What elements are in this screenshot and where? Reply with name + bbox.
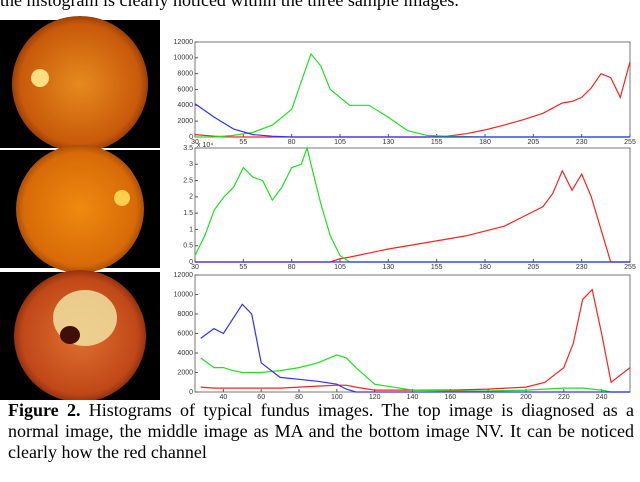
x-tick-label: 205 <box>527 139 539 146</box>
x-tick-label: 230 <box>576 139 588 146</box>
fundus <box>12 16 148 152</box>
x-tick-label: 220 <box>558 394 570 400</box>
x-tick-label: 155 <box>431 264 443 271</box>
series-line <box>200 354 630 393</box>
x-tick-label: 180 <box>479 139 491 146</box>
y-tick-label: 3 <box>189 161 193 168</box>
y-tick-label: 12000 <box>174 272 194 279</box>
x-tick-label: 140 <box>407 394 419 400</box>
x-tick-label: 80 <box>288 139 296 146</box>
series-line <box>200 303 630 393</box>
caption-label: Figure 2. <box>8 400 81 420</box>
y-tick-label: 1.5 <box>183 210 193 217</box>
y-tick-label: 3.5 <box>183 145 193 152</box>
series-line <box>195 169 630 263</box>
y-tick-label: 0 <box>189 134 193 141</box>
y-tick-label: 10000 <box>174 55 194 62</box>
top-text: the histogram is clearly noticed within … <box>0 0 459 10</box>
y-tick-label: 1 <box>189 226 193 233</box>
y-tick-label: 2 <box>189 194 193 201</box>
y-tick-label: 4000 <box>177 350 193 357</box>
x-tick-label: 130 <box>382 264 394 271</box>
x-tick-label: 55 <box>239 264 247 271</box>
y-tick-label: 8000 <box>177 311 193 318</box>
y-tick-label: 0 <box>189 259 193 266</box>
x-tick-label: 80 <box>288 264 296 271</box>
x-tick-label: 105 <box>334 264 346 271</box>
y-tick-label: 0 <box>189 389 193 396</box>
y-tick-label: 12000 <box>174 39 194 46</box>
x-tick-label: 180 <box>479 264 491 271</box>
x-tick-label: 100 <box>331 394 343 400</box>
caption-text: Histograms of typical fundus images. The… <box>8 400 634 462</box>
series-line <box>195 52 630 138</box>
x-tick-label: 155 <box>431 139 443 146</box>
x-tick-label: 60 <box>257 394 265 400</box>
y-multiplier: x 10⁴ <box>197 142 213 149</box>
x-tick-label: 240 <box>596 394 608 400</box>
x-tick-label: 200 <box>520 394 532 400</box>
x-tick-label: 30 <box>191 139 199 146</box>
x-tick-label: 55 <box>239 139 247 146</box>
plot-frame <box>194 41 631 138</box>
x-tick-label: 255 <box>624 264 636 271</box>
y-tick-label: 4000 <box>177 102 193 109</box>
y-tick-label: 8000 <box>177 71 193 78</box>
x-tick-label: 130 <box>382 139 394 146</box>
y-tick-label: 2000 <box>177 118 193 125</box>
y-tick-label: 6000 <box>177 330 193 337</box>
series-line <box>194 61 631 138</box>
x-tick-label: 105 <box>334 139 346 146</box>
x-tick-label: 120 <box>369 394 381 400</box>
fundus <box>16 145 144 273</box>
x-tick-label: 230 <box>576 264 588 271</box>
x-tick-label: 160 <box>444 394 456 400</box>
y-tick-label: 10000 <box>174 291 194 298</box>
optic-disc <box>31 69 49 87</box>
y-tick-label: 2.5 <box>183 177 193 184</box>
x-tick-label: 205 <box>527 264 539 271</box>
plot-frame <box>194 274 631 393</box>
y-tick-label: 2000 <box>177 369 193 376</box>
x-tick-label: 80 <box>295 394 303 400</box>
y-tick-label: 6000 <box>177 86 193 93</box>
caption: Figure 2. Histograms of typical fundus i… <box>8 400 634 463</box>
x-tick-label: 180 <box>482 394 494 400</box>
y-tick-label: 0.5 <box>183 243 193 250</box>
x-tick-label: 255 <box>624 139 636 146</box>
optic-disc <box>114 190 130 206</box>
series-line <box>200 288 631 391</box>
series-line <box>194 103 630 138</box>
x-tick-label: 30 <box>191 264 199 271</box>
lesion <box>60 326 80 344</box>
x-tick-label: 40 <box>219 394 227 400</box>
